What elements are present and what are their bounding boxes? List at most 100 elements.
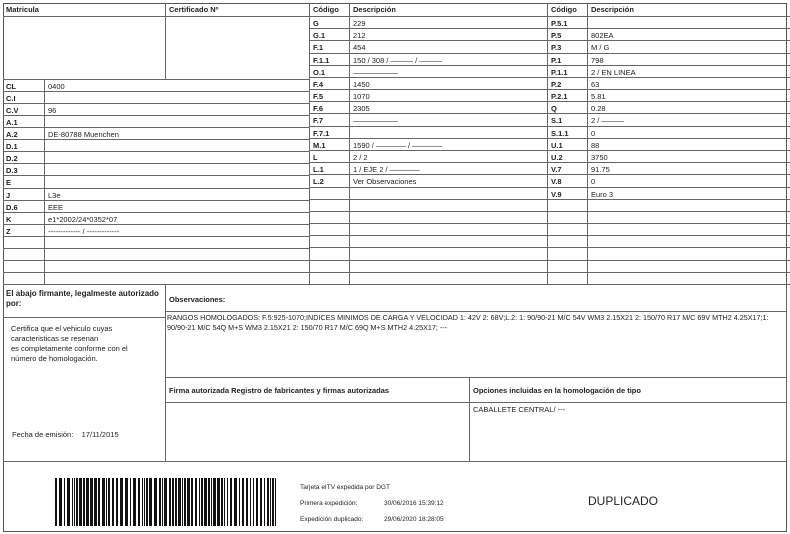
barcode-bar bbox=[112, 478, 114, 526]
middle-value-cell bbox=[350, 187, 548, 200]
barcode-bar bbox=[120, 478, 123, 526]
left-value-cell bbox=[45, 116, 310, 129]
left-value-cell bbox=[45, 236, 310, 249]
middle-code-cell: F.5 bbox=[310, 90, 350, 103]
firma-header: Firma autorizada Registro de fabricantes… bbox=[166, 378, 470, 403]
barcode-bar bbox=[67, 478, 70, 526]
middle-code-cell: F.7 bbox=[310, 114, 350, 127]
right-code-cell bbox=[548, 224, 588, 237]
barcode-bar bbox=[224, 478, 225, 526]
barcode-bar bbox=[106, 478, 107, 526]
right-value-cell: 798 bbox=[588, 54, 790, 66]
right-value-cell: 63 bbox=[588, 78, 790, 91]
certificado-label: Certificado Nº bbox=[166, 3, 310, 17]
issue-date-row: Fecha de emisión: 17/11/2015 bbox=[12, 430, 119, 440]
right-value-cell: 2 / ——— bbox=[588, 114, 790, 127]
middle-code-cell bbox=[310, 211, 350, 225]
right-value-cell bbox=[588, 236, 790, 249]
middle-value-cell: 150 / 308 / ——— / ——— bbox=[350, 53, 548, 66]
middle-code-cell: M.1 bbox=[310, 138, 350, 151]
barcode-bar bbox=[221, 478, 223, 526]
left-code-cell: C.I bbox=[3, 92, 45, 105]
left-value-cell: e1*2002/24*0352*07 bbox=[45, 212, 310, 225]
middle-value-cell bbox=[350, 272, 548, 285]
left-code-cell bbox=[3, 272, 45, 285]
middle-code-cell: L.2 bbox=[310, 175, 350, 188]
right-value-cell bbox=[588, 273, 790, 285]
left-code-cell: CL bbox=[3, 80, 45, 93]
barcode-bar bbox=[191, 478, 193, 526]
right-code-cell bbox=[548, 211, 588, 225]
barcode-bar bbox=[76, 478, 78, 526]
right-code-cell bbox=[548, 260, 588, 273]
middle-value-cell: 1450 bbox=[350, 77, 548, 91]
left-value-cell bbox=[45, 272, 310, 285]
barcode-bar bbox=[133, 478, 136, 526]
middle-code-cell bbox=[310, 260, 350, 273]
barcode-bar bbox=[169, 478, 171, 526]
barcode-bar bbox=[260, 478, 262, 526]
left-code-cell: C.V bbox=[3, 104, 45, 117]
right-code-cell: V.9 bbox=[548, 187, 588, 200]
signer-header: El abajo firmante, legalmeste autorizado… bbox=[3, 285, 166, 318]
middle-value-cell: 454 bbox=[350, 41, 548, 54]
left-value-cell bbox=[45, 152, 310, 165]
left-value-cell: L3e bbox=[45, 188, 310, 201]
cert-line: número de homologación. bbox=[11, 354, 98, 363]
barcode-bar bbox=[242, 478, 244, 526]
matricula-value bbox=[3, 17, 166, 80]
left-value-cell: 0400 bbox=[45, 80, 310, 93]
middle-value-cell bbox=[350, 211, 548, 225]
right-desc-header: Descripción bbox=[588, 3, 790, 17]
right-code-cell: P.1 bbox=[548, 53, 588, 66]
left-code-cell: J bbox=[3, 188, 45, 201]
barcode-bar bbox=[246, 478, 248, 526]
issue-date: 17/11/2015 bbox=[81, 430, 119, 439]
left-value-cell: 96 bbox=[45, 104, 310, 117]
left-code-cell: E bbox=[3, 176, 45, 189]
middle-code-cell bbox=[310, 248, 350, 261]
middle-value-cell: 1590 / ———— / ———— bbox=[350, 138, 548, 151]
left-value-cell: EEE bbox=[45, 200, 310, 213]
barcode-bar bbox=[154, 478, 157, 526]
dup-issue-value: 29/06/2020 18:28:05 bbox=[384, 516, 444, 523]
barcode-bar bbox=[267, 478, 269, 526]
middle-value-cell: —————— bbox=[350, 114, 548, 127]
left-value-cell: ------------- / ------------- bbox=[45, 224, 310, 237]
left-code-cell bbox=[3, 260, 45, 273]
left-value-cell bbox=[45, 176, 310, 189]
dup-issue-row: Expedición duplicado: 29/06/2020 18:28:05 bbox=[300, 512, 444, 528]
document-frame bbox=[3, 3, 787, 532]
right-value-cell: 0.28 bbox=[588, 102, 790, 115]
opciones-header: Opciones incluidas en la homologación de… bbox=[470, 378, 787, 403]
middle-value-cell: Ver Observaciones bbox=[350, 175, 548, 188]
middle-code-cell bbox=[310, 224, 350, 237]
left-value-cell bbox=[45, 164, 310, 177]
middle-code-cell: F.6 bbox=[310, 102, 350, 115]
right-code-cell bbox=[548, 272, 588, 285]
right-code-cell bbox=[548, 199, 588, 212]
right-value-cell: 0 bbox=[588, 127, 790, 139]
right-code-cell: S.1.1 bbox=[548, 126, 588, 139]
barcode-bar bbox=[125, 478, 128, 526]
left-code-cell: A.1 bbox=[3, 116, 45, 129]
barcode-bar bbox=[149, 478, 152, 526]
opciones-box: CABALLETE CENTRAL/ --- bbox=[470, 403, 787, 462]
certificado-value bbox=[166, 17, 310, 80]
barcode-bar bbox=[86, 478, 89, 526]
barcode-bar bbox=[83, 478, 85, 526]
right-code-cell: U.1 bbox=[548, 138, 588, 151]
middle-value-cell: 1070 bbox=[350, 90, 548, 103]
right-value-cell: 802EA bbox=[588, 29, 790, 42]
left-code-cell bbox=[3, 236, 45, 249]
left-code-cell: A.2 bbox=[3, 128, 45, 141]
barcode-bar bbox=[184, 478, 186, 526]
barcode-bar bbox=[239, 478, 240, 526]
barcode-bar bbox=[175, 478, 177, 526]
barcode-bar bbox=[272, 478, 274, 526]
barcode-bar bbox=[213, 478, 216, 526]
barcode-bar bbox=[74, 478, 75, 526]
left-code-cell: D.1 bbox=[3, 140, 45, 153]
middle-value-cell: 2305 bbox=[350, 102, 548, 115]
barcode-bar bbox=[146, 478, 148, 526]
